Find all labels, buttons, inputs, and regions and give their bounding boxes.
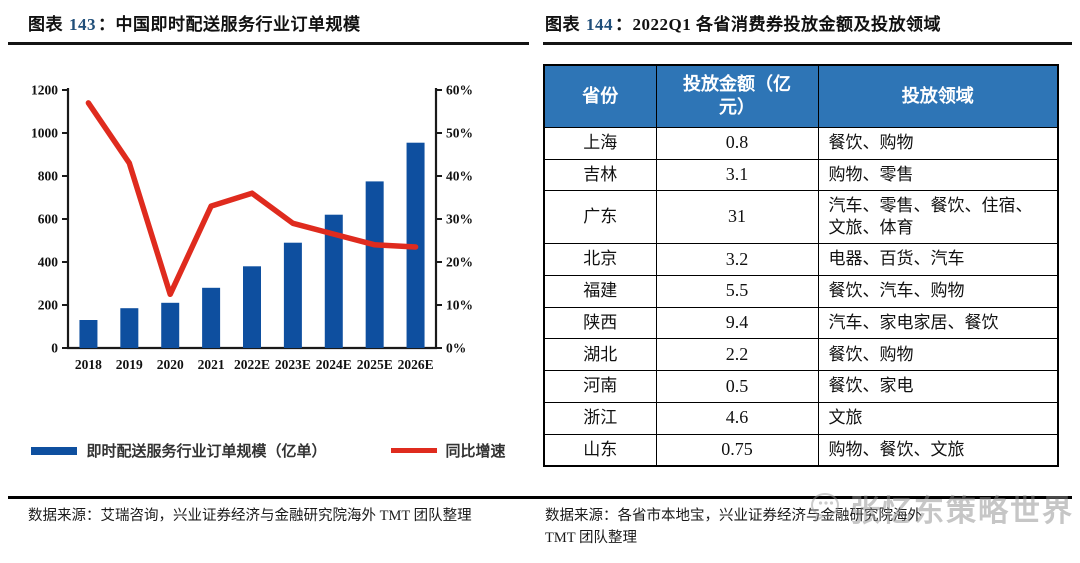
table-row: 上海 0.8 餐饮、购物 [543, 126, 1059, 160]
svg-text:2026E: 2026E [398, 357, 434, 372]
amount-cell: 0.75 [655, 433, 819, 467]
svg-text:0: 0 [51, 341, 58, 356]
province-cell: 北京 [543, 243, 657, 276]
fields-cell: 电器、百货、汽车 [817, 243, 1059, 276]
amount-cell: 9.4 [655, 306, 819, 340]
legend-item-bars: 即时配送服务行业订单规模（亿单） [31, 440, 327, 461]
amount-cell: 2.2 [655, 338, 819, 372]
svg-text:20%: 20% [446, 255, 473, 270]
svg-text:0%: 0% [446, 341, 466, 356]
fields-cell: 餐饮、汽车、购物 [817, 274, 1059, 308]
province-cell: 湖北 [543, 338, 657, 372]
fields-cell: 文旅 [817, 401, 1059, 435]
amount-cell: 0.8 [655, 126, 819, 160]
svg-text:200: 200 [38, 298, 59, 313]
amount-cell: 0.5 [655, 370, 819, 403]
line-series-swatch [390, 448, 437, 453]
province-cell: 广东 [543, 190, 657, 245]
svg-text:2021: 2021 [198, 357, 225, 372]
amount-cell: 3.1 [655, 158, 819, 192]
amount-cell: 5.5 [655, 274, 819, 308]
fields-cell: 汽车、家电家居、餐饮 [817, 306, 1059, 340]
svg-text:10%: 10% [446, 298, 473, 313]
chart-legend: 即时配送服务行业订单规模（亿单） 同比增速 [8, 440, 529, 461]
table-row: 广东 31 汽车、零售、餐饮、住宿、文旅、体育 [543, 190, 1059, 245]
table-body: 上海 0.8 餐饮、购物 吉林 3.1 购物、零售 广东 31 汽车、零售、餐饮、住宿、文旅、体… [543, 126, 1059, 467]
table-row: 山东 0.75 购物、餐饮、文旅 [543, 433, 1059, 467]
bar-series-label: 即时配送服务行业订单规模（亿单） [86, 443, 327, 460]
svg-text:2020: 2020 [157, 357, 184, 372]
svg-text:2023E: 2023E [275, 357, 311, 372]
fields-cell: 餐饮、购物 [817, 338, 1059, 372]
voucher-table: 省份 投放金额（亿元） 投放领域 上海 0.8 餐饮、购物 吉林 3.1 购物、零售 广东 31 汽… [543, 64, 1059, 468]
source-note-left: 数据来源：艾瑞咨询，兴业证券经济与金融研究院海外 TMT 团队整理 [28, 508, 472, 524]
order-scale-chart: 0 200 400 600 800 1000 1200 0% 10% 20% 30% 40% 50% 60… [18, 76, 488, 378]
figure-144-title: 图表 144 ：2022Q1 各省消费券投放金额及投放领域 [543, 10, 1072, 45]
bottom-divider [8, 496, 1072, 499]
svg-text:1200: 1200 [31, 83, 58, 98]
table-row: 陕西 9.4 汽车、家电家居、餐饮 [543, 306, 1059, 340]
svg-text:30%: 30% [446, 212, 473, 227]
province-cell: 上海 [543, 126, 657, 160]
table-row: 河南 0.5 餐饮、家电 [543, 370, 1059, 403]
fields-cell: 购物、餐饮、文旅 [817, 433, 1059, 467]
province-cell: 河南 [543, 370, 657, 403]
table-row: 北京 3.2 电器、百货、汽车 [543, 243, 1059, 276]
chart-canvas: 0 200 400 600 800 1000 1200 0% 10% 20% 30% 40% 50% 60… [18, 76, 488, 383]
table-row: 福建 5.5 餐饮、汽车、购物 [543, 274, 1059, 308]
table-row: 吉林 3.1 购物、零售 [543, 158, 1059, 192]
province-cell: 山东 [543, 433, 657, 467]
svg-text:1000: 1000 [31, 126, 58, 141]
fields-cell: 餐饮、家电 [817, 370, 1059, 403]
fields-cell: 餐饮、购物 [817, 126, 1059, 160]
figure-label: 图表 [28, 15, 63, 34]
line-series-label: 同比增速 [445, 443, 506, 460]
figure-143-title: 图表 143 ：中国即时配送服务行业订单规模 [8, 10, 529, 45]
svg-text:50%: 50% [446, 126, 473, 141]
svg-text:2019: 2019 [116, 357, 143, 372]
fields-cell: 购物、零售 [817, 158, 1059, 192]
figure-title-text: 2022Q1 各省消费券投放金额及投放领域 [632, 15, 941, 34]
svg-text:400: 400 [38, 255, 59, 270]
fields-cell: 汽车、零售、餐饮、住宿、文旅、体育 [817, 190, 1059, 245]
table-row: 湖北 2.2 餐饮、购物 [543, 338, 1059, 372]
province-cell: 福建 [543, 274, 657, 308]
svg-text:2018: 2018 [75, 357, 102, 372]
figure-colon: ： [615, 15, 633, 34]
table-header-row: 省份 投放金额（亿元） 投放领域 [543, 64, 1059, 128]
figure-number: 144 [586, 15, 613, 34]
figure-colon: ： [98, 15, 116, 34]
source-note-right: 数据来源：各省市本地宝，兴业证券经济与金融研究院海外 TMT 团队整理 [545, 508, 922, 547]
figure-number: 143 [69, 15, 96, 34]
svg-text:800: 800 [38, 169, 59, 184]
figure-label: 图表 [545, 15, 580, 34]
table-header-cell: 投放领域 [817, 64, 1059, 128]
amount-cell: 4.6 [655, 401, 819, 435]
svg-text:60%: 60% [446, 83, 473, 98]
amount-cell: 31 [655, 190, 819, 245]
province-cell: 陕西 [543, 306, 657, 340]
figure-title-text: 中国即时配送服务行业订单规模 [115, 15, 361, 34]
svg-text:2022E: 2022E [234, 357, 270, 372]
voucher-table-wrap: 省份 投放金额（亿元） 投放领域 上海 0.8 餐饮、购物 吉林 3.1 购物、零售 广东 31 汽… [543, 64, 1059, 468]
amount-cell: 3.2 [655, 243, 819, 276]
table-header-cell: 省份 [543, 64, 657, 128]
bar-series-swatch [31, 446, 78, 455]
legend-item-line: 同比增速 [390, 440, 506, 461]
svg-text:2025E: 2025E [357, 357, 393, 372]
svg-text:600: 600 [38, 212, 59, 227]
table-row: 浙江 4.6 文旅 [543, 401, 1059, 435]
province-cell: 浙江 [543, 401, 657, 435]
svg-text:2024E: 2024E [316, 357, 352, 372]
table-header-cell: 投放金额（亿元） [655, 64, 819, 128]
combo-chart-svg: 0 200 400 600 800 1000 1200 0% 10% 20% 30% 40% 50% 60… [31, 83, 473, 373]
svg-text:40%: 40% [446, 169, 473, 184]
province-cell: 吉林 [543, 158, 657, 192]
